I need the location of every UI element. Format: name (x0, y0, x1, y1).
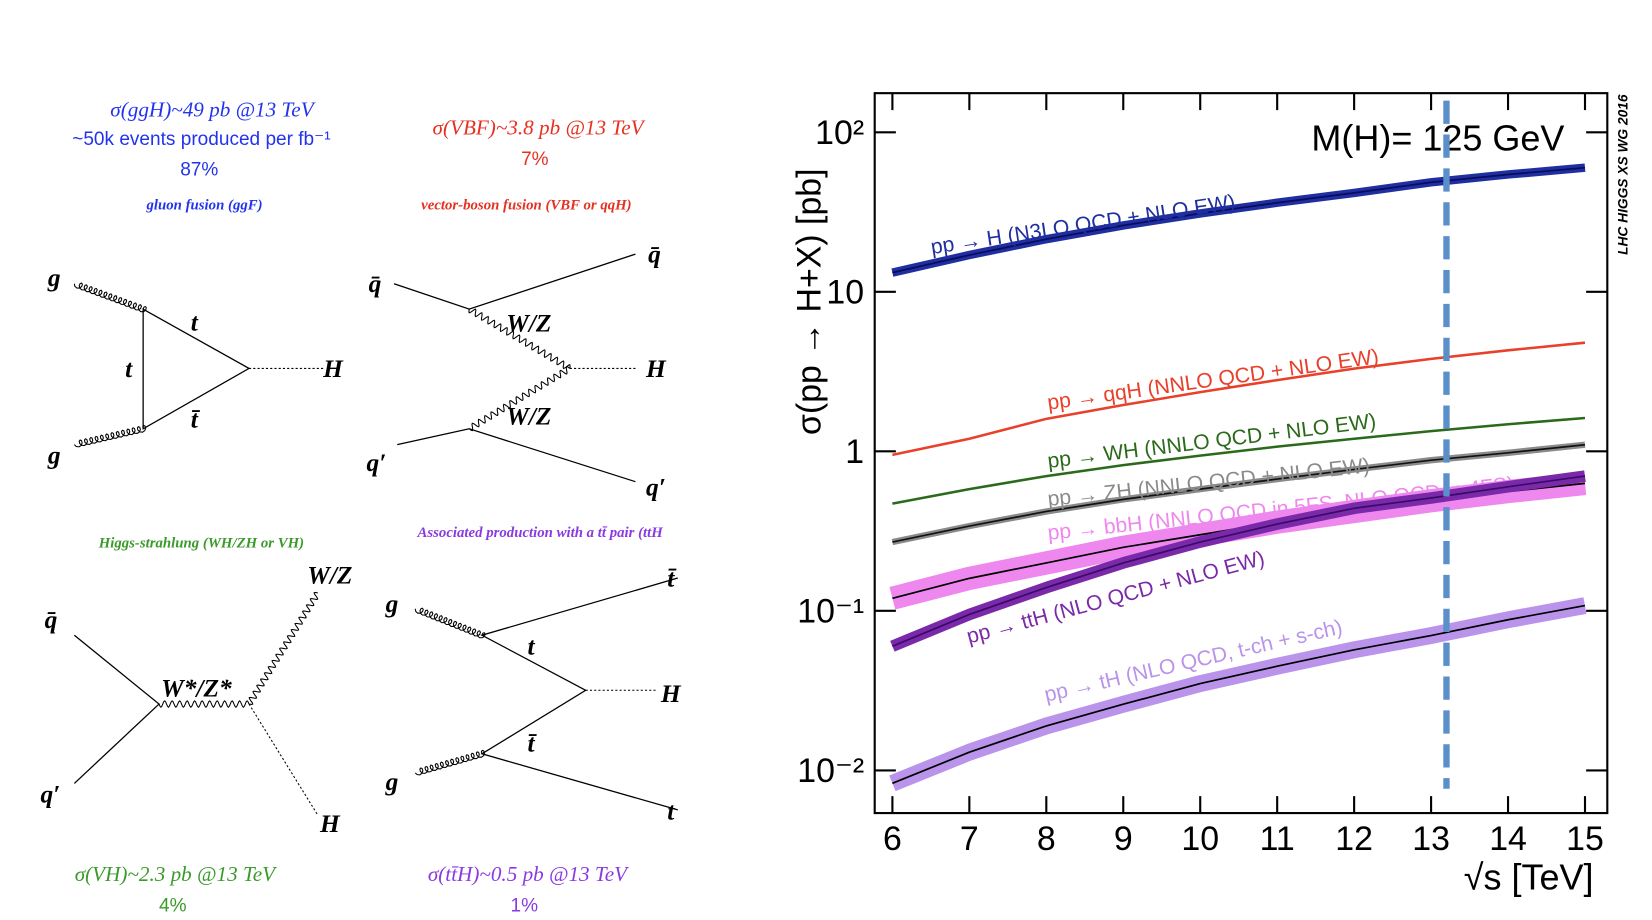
fraction: 1% (511, 896, 539, 917)
x-tick-label: 7 (960, 820, 979, 858)
particle: t (527, 632, 535, 660)
gluon-line (414, 749, 486, 776)
series-line (892, 341, 1586, 457)
particle: H (319, 810, 341, 838)
series-line (892, 166, 1586, 274)
x-tick-label: 6 (883, 820, 902, 858)
particle: q′ (367, 449, 387, 477)
vbf-labels: q̄ q̄ W/Z H W/Z q′ q′ (367, 241, 667, 502)
fraction: 87% (180, 160, 218, 181)
y-axis-label: σ(pp → H+X) [pb] (791, 168, 829, 434)
x-tick-label: 12 (1335, 820, 1373, 858)
particle: q′ (646, 473, 666, 501)
series-line (892, 604, 1586, 785)
particle: t (125, 355, 133, 383)
particle: q̄ (45, 606, 58, 634)
particle: t̄ (667, 565, 677, 593)
process: gluon fusion (ggF) (146, 198, 263, 214)
x-axis-label: √s [TeV] (1464, 856, 1594, 897)
particle: H (660, 680, 682, 708)
vbf-text: σ(VBF)~3.8 pb @13 TeV 7% vector-boson fu… (421, 115, 645, 213)
cross-section: σ(ggH)~49 pb @13 TeV (110, 97, 315, 121)
y-tick-label: 10⁻¹ (797, 593, 864, 631)
x-tick-label: 15 (1566, 820, 1604, 858)
gluon-line (73, 282, 147, 313)
uncertainty-band (891, 163, 1586, 277)
fraction: 4% (159, 896, 187, 917)
series-line (892, 475, 1586, 648)
cross-section: σ(tt̄H)~0.5 pb @13 TeV (428, 862, 629, 886)
particle: W/Z (307, 561, 352, 589)
series-line (892, 416, 1586, 505)
annotation: M(H)= 125 GeV (1311, 117, 1564, 158)
y-tick-label: 10² (815, 114, 864, 152)
vh-labels: q̄ q′ W*/Z* W/Z H (40, 561, 352, 838)
particle: g (385, 590, 399, 618)
particle: g (47, 264, 61, 292)
cross-section: σ(VH)~2.3 pb @13 TeV (75, 862, 277, 886)
process: Associated production with a tt̄ pair (t… (417, 525, 664, 541)
uncertainty-band (889, 471, 1587, 610)
boson-line (468, 308, 571, 370)
particle: W*/Z* (161, 675, 232, 703)
x-tick-label: 8 (1037, 820, 1056, 858)
x-tick-label: 13 (1412, 820, 1450, 858)
side-note: LHC HIGGS XS WG 2016 (1615, 94, 1630, 255)
particle: q′ (40, 780, 60, 808)
series-label: pp → qqH (NNLO QCD + NLO EW) (1046, 345, 1380, 414)
ggf-labels: g g t t t̄ H (47, 264, 344, 470)
boson-line (248, 591, 319, 705)
tth-labels: g g t̄ t H t̄ t (385, 565, 682, 826)
particle: q̄ (648, 241, 661, 269)
x-tick-label: 14 (1489, 820, 1527, 858)
boson-line (158, 700, 250, 708)
particle: W/Z (506, 403, 551, 431)
particle: t̄ (191, 406, 201, 434)
x-tick-label: 10 (1181, 820, 1219, 858)
x-tick-label: 11 (1260, 820, 1295, 858)
y-tick-label: 10 (826, 273, 864, 311)
process: Higgs-strahlung (WH/ZH or VH) (98, 535, 304, 551)
plot-frame (873, 92, 1609, 815)
particle: H (322, 355, 344, 383)
particle: t (191, 308, 199, 336)
series-label: pp → H (N3LO QCD + NLO EW) (929, 191, 1236, 259)
ggf-text: σ(ggH)~49 pb @13 TeV ~50k events produce… (72, 97, 330, 213)
diagrams (73, 253, 678, 816)
fraction: 7% (521, 149, 549, 170)
series-line (892, 443, 1586, 543)
y-tick-label: 1 (845, 433, 864, 471)
note: ~50k events produced per fb⁻¹ (72, 129, 330, 150)
particle: t̄ (527, 730, 537, 758)
y-tick-label: 10⁻² (797, 752, 864, 790)
particle: q̄ (369, 270, 382, 298)
cross-section: σ(VBF)~3.8 pb @13 TeV (433, 115, 646, 139)
particle: H (645, 355, 667, 383)
particle: W/Z (506, 309, 551, 337)
tth-text: Associated production with a tt̄ pair (t… (417, 525, 664, 917)
particle: g (47, 442, 61, 470)
vh-text: Higgs-strahlung (WH/ZH or VH) σ(VH)~2.3 … (75, 535, 304, 916)
x-tick-label: 9 (1114, 820, 1133, 858)
gluon-line (73, 424, 147, 448)
gluon-line (414, 607, 486, 639)
chart: M(H)= 125 GeV LHC HIGGS XS WG 2016 σ(pp … (791, 92, 1630, 897)
particle: g (385, 768, 399, 796)
process: vector-boson fusion (VBF or qqH) (421, 198, 631, 214)
boson-line (468, 365, 571, 432)
particle: t (667, 797, 675, 825)
